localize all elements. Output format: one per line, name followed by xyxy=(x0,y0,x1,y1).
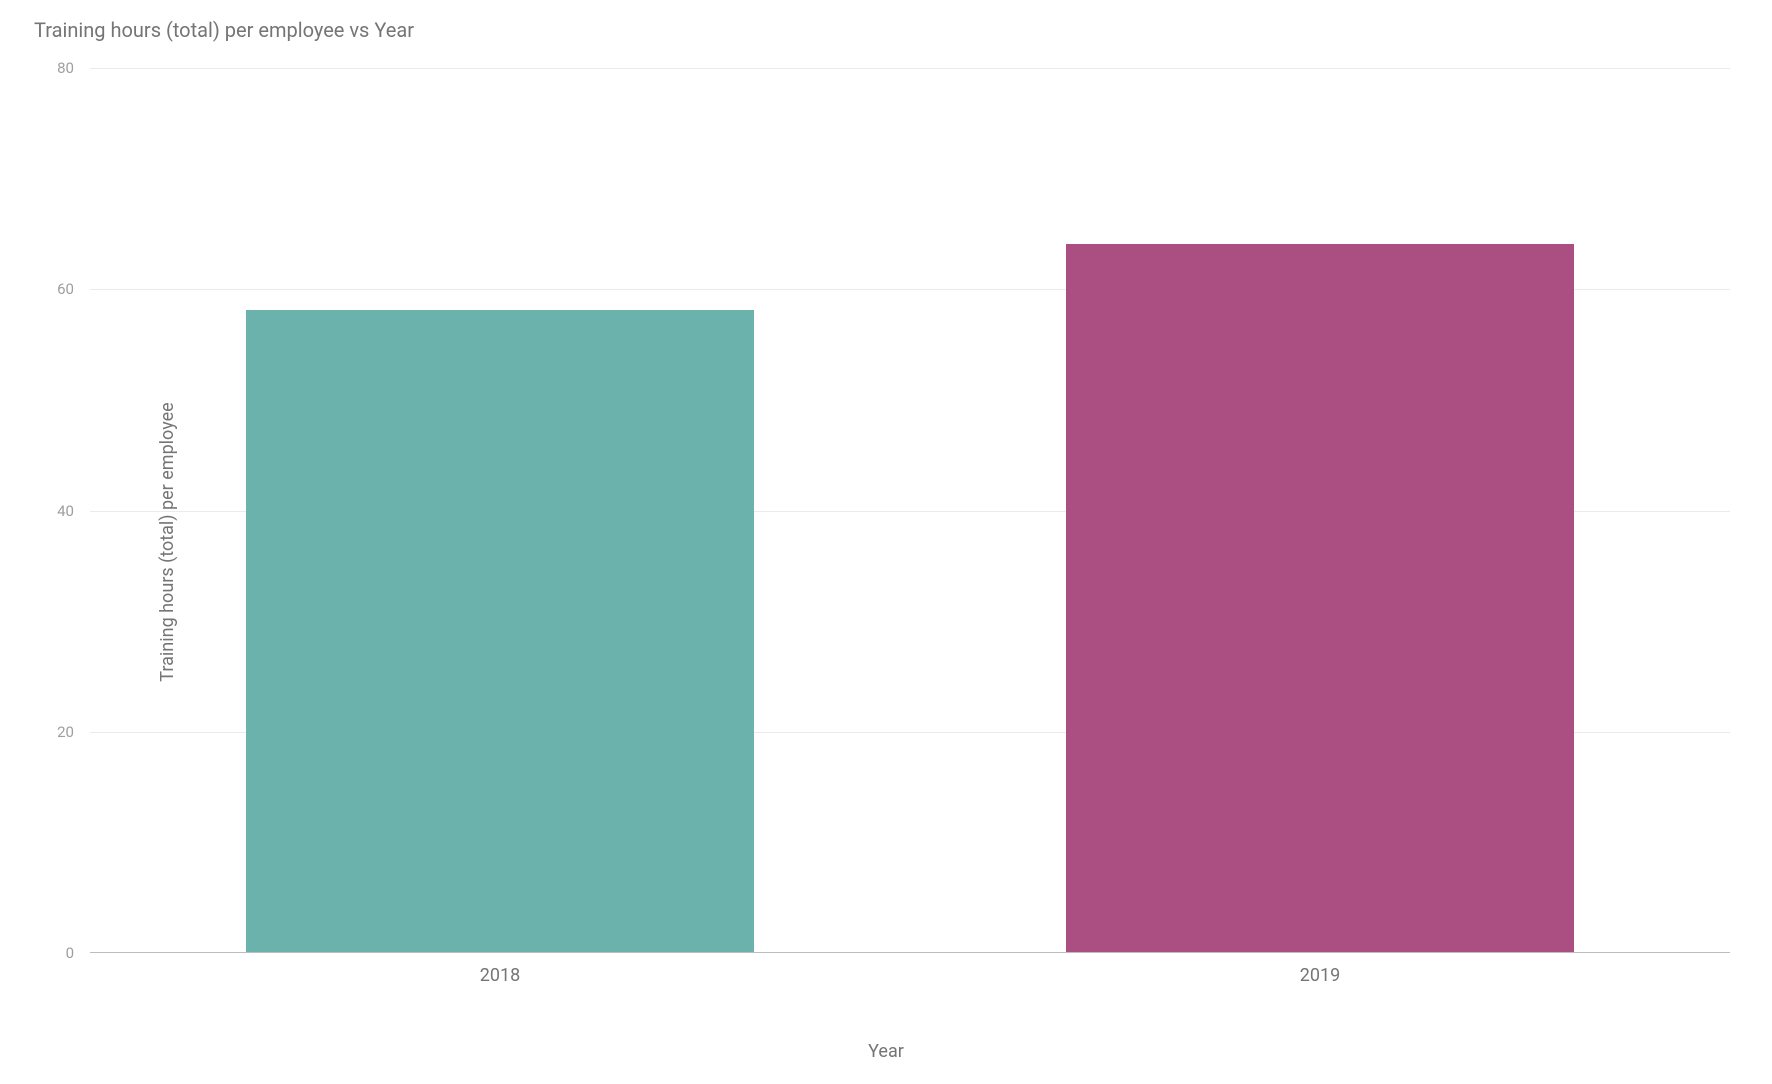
ytick-label: 80 xyxy=(57,59,74,77)
bar xyxy=(1066,244,1574,952)
ytick-label: 40 xyxy=(57,502,74,520)
ytick-label: 0 xyxy=(66,944,74,962)
ytick-label: 20 xyxy=(57,723,74,741)
gridline xyxy=(90,68,1730,69)
ytick-label: 60 xyxy=(57,280,74,298)
bar xyxy=(246,310,754,952)
x-axis-label: Year xyxy=(868,1041,904,1062)
xtick-label: 2018 xyxy=(480,965,520,986)
baseline xyxy=(90,952,1730,953)
plot-area: 02040608020182019 xyxy=(90,68,1730,953)
chart-title: Training hours (total) per employee vs Y… xyxy=(34,18,414,42)
xtick-label: 2019 xyxy=(1300,965,1340,986)
